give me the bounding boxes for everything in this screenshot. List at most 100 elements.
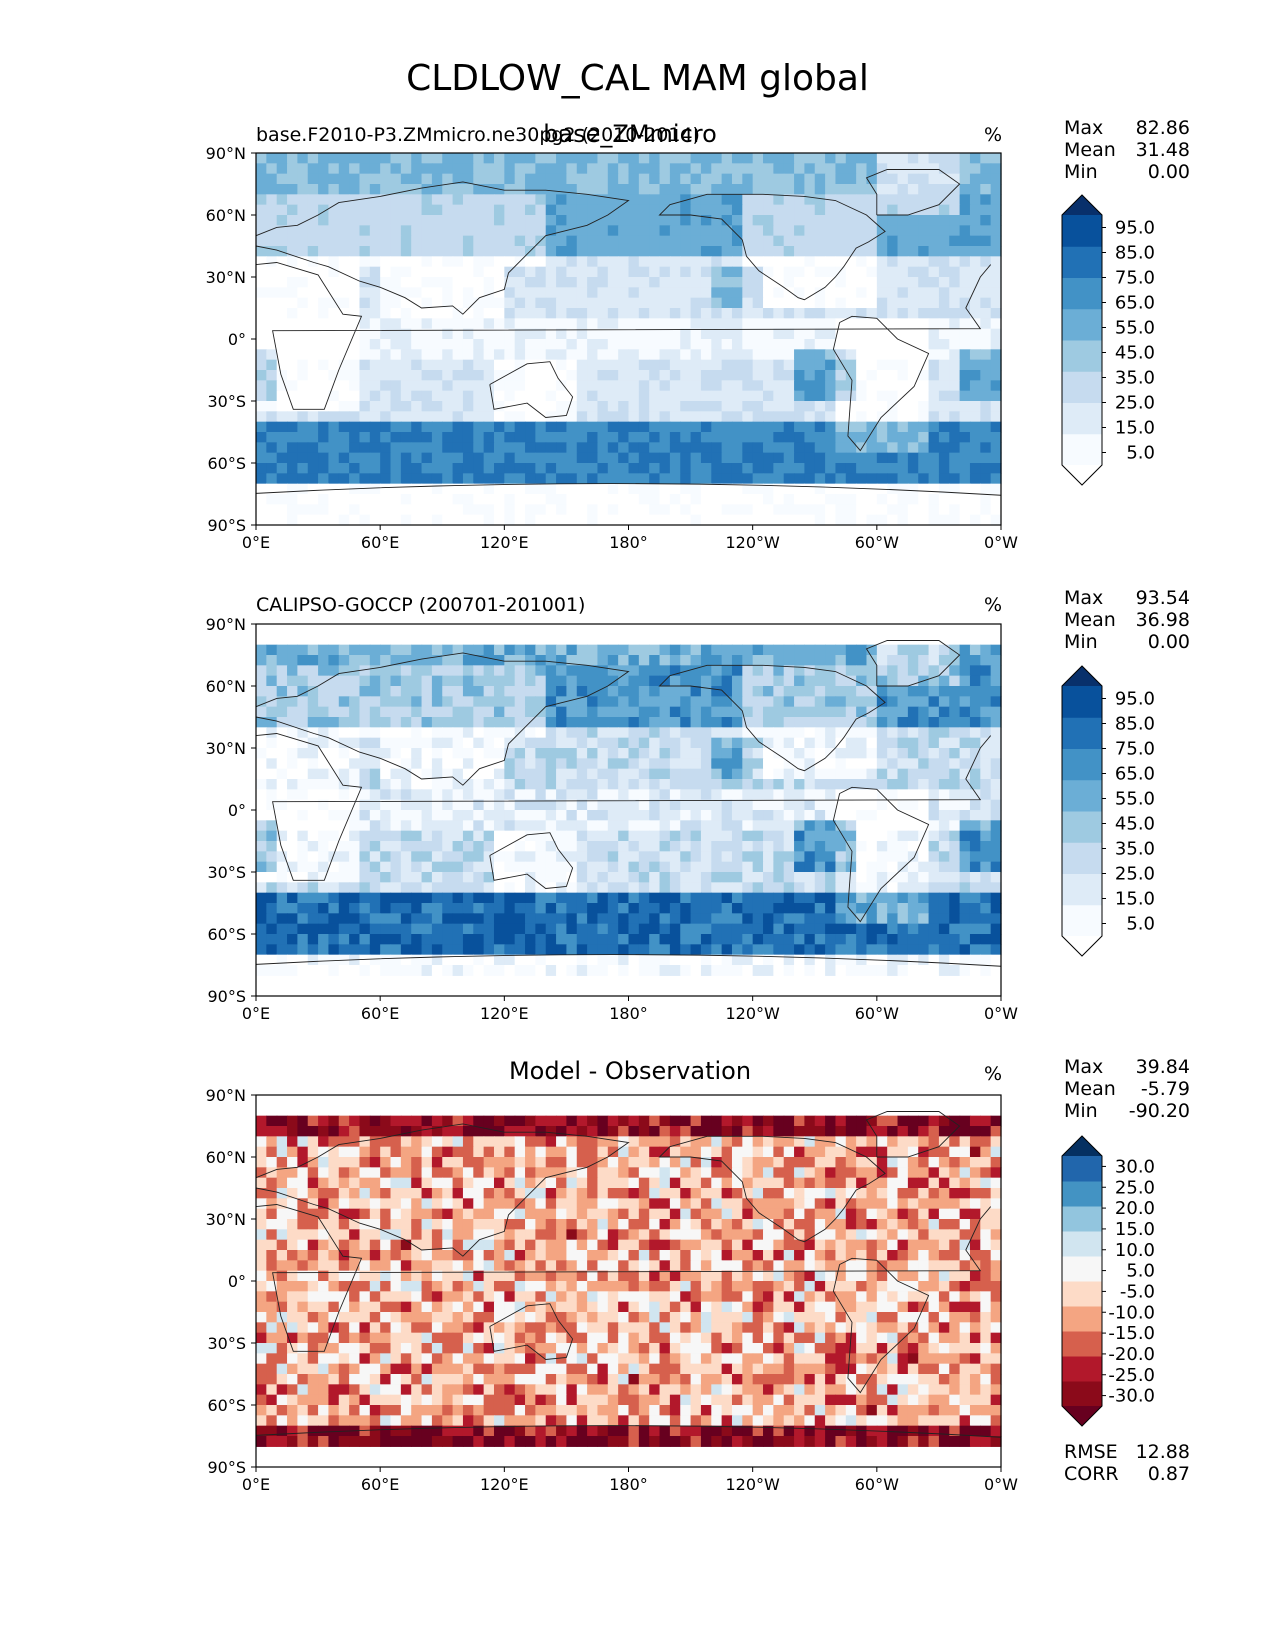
field-cell: [421, 421, 433, 433]
field-cell: [618, 215, 630, 226]
field-cell: [556, 799, 568, 811]
field-cell: [597, 452, 609, 464]
field-cell: [763, 204, 774, 216]
field-cell: [887, 204, 899, 216]
field-cell: [587, 215, 599, 226]
field-cell: [607, 339, 619, 350]
field-cell: [597, 934, 609, 945]
field-cell: [421, 934, 433, 945]
field-cell: [959, 779, 971, 790]
field-cell: [256, 277, 267, 288]
field-cell: [256, 903, 267, 914]
field-cell: [783, 153, 795, 164]
field-cell: [297, 421, 309, 433]
field-cell: [400, 328, 412, 340]
field-cell: [700, 349, 712, 361]
field-cell: [866, 225, 878, 237]
field-cell: [431, 696, 443, 708]
field-cell: [638, 184, 650, 195]
field-cell: [493, 442, 505, 454]
field-cell: [338, 903, 350, 914]
field-cell: [338, 892, 350, 904]
field-cell: [669, 820, 681, 832]
field-cell: [659, 328, 671, 340]
field-cell: [287, 184, 298, 195]
field-cell: [473, 153, 485, 164]
field-cell: [638, 411, 650, 423]
field-cell: [556, 173, 568, 185]
field-cell: [525, 235, 536, 247]
field-cell: [638, 204, 650, 216]
field-cell: [266, 452, 278, 464]
field-cell: [421, 401, 433, 412]
field-cell: [659, 872, 671, 883]
field-cell: [638, 810, 650, 821]
field-cell: [442, 851, 454, 863]
field-cell: [359, 421, 371, 433]
field-cell: [597, 215, 609, 226]
field-cell: [266, 789, 278, 801]
field-cell: [825, 215, 837, 226]
field-cell: [669, 706, 681, 718]
field-cell: [576, 655, 588, 666]
field-cell: [845, 339, 857, 350]
field-cell: [907, 473, 919, 485]
field-cell: [690, 442, 702, 454]
field-cell: [442, 287, 454, 299]
field-cell: [256, 717, 267, 728]
field-cell: [897, 696, 909, 708]
field-cell: [814, 318, 826, 330]
field-cell: [328, 655, 340, 666]
field-cell: [276, 380, 288, 392]
field-cell: [918, 173, 930, 185]
field-cell: [597, 892, 609, 904]
field-cell: [411, 717, 423, 728]
field-cell: [618, 789, 630, 801]
field-cell: [318, 810, 330, 821]
field-cell: [669, 923, 681, 935]
field-cell: [845, 318, 857, 330]
field-cell: [628, 748, 640, 759]
field-cell: [431, 494, 443, 505]
field-cell: [421, 696, 433, 708]
field-cell: [628, 872, 640, 883]
field-cell: [483, 473, 495, 485]
field-cell: [742, 452, 754, 464]
field-cell: [794, 184, 806, 195]
field-cell: [587, 421, 599, 433]
field-cell: [307, 820, 319, 832]
field-cell: [731, 655, 743, 666]
field-cell: [721, 675, 733, 687]
field-cell: [431, 882, 443, 894]
field-cell: [835, 861, 847, 873]
field-cell: [918, 277, 930, 288]
field-cell: [452, 841, 464, 852]
field-cell: [607, 401, 619, 412]
field-cell: [576, 696, 588, 708]
field-cell: [731, 727, 743, 739]
field-cell: [276, 256, 288, 268]
field-cell: [431, 841, 443, 852]
field-cell: [473, 421, 485, 433]
field-cell: [731, 256, 743, 268]
field-cell: [959, 872, 971, 883]
field-cell: [783, 913, 795, 925]
field-cell: [556, 390, 568, 402]
field-cell: [742, 277, 754, 288]
field-cell: [752, 882, 764, 894]
field-cell: [483, 318, 495, 330]
field-cell: [411, 965, 423, 976]
field-cell: [835, 675, 847, 687]
field-cell: [763, 215, 774, 226]
field-cell: [876, 163, 888, 175]
field-cell: [390, 892, 402, 904]
field-cell: [804, 184, 816, 195]
field-cell: [400, 830, 412, 842]
field-cell: [400, 903, 412, 914]
field-cell: [742, 892, 754, 904]
field-cell: [835, 913, 847, 925]
field-cell: [318, 954, 330, 966]
field-cell: [556, 308, 568, 319]
field-cell: [576, 758, 588, 770]
field-cell: [442, 655, 454, 666]
